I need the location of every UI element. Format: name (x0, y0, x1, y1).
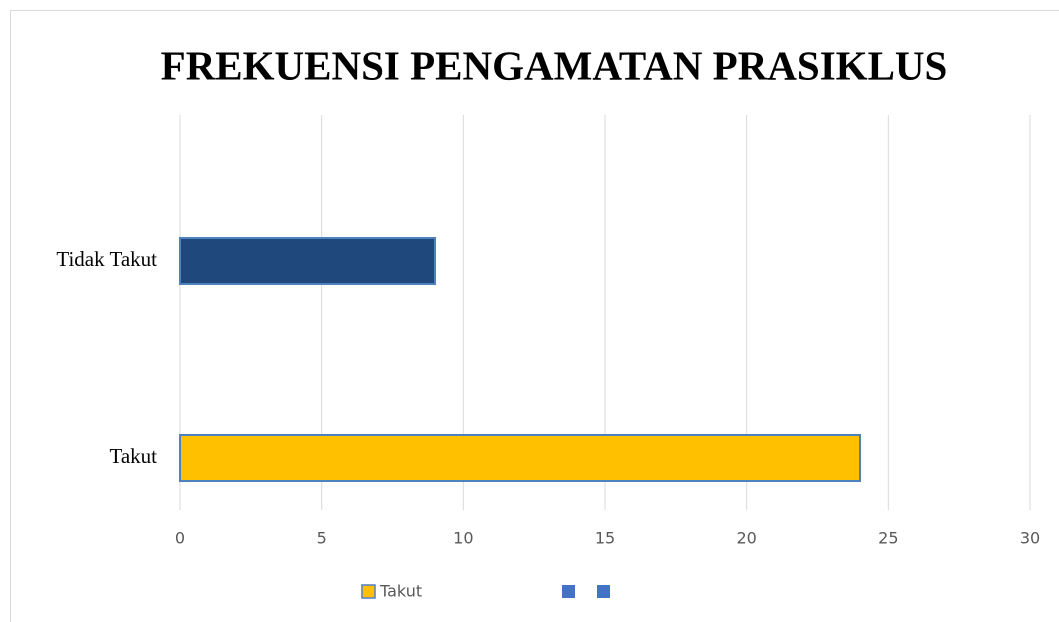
x-tick-label: 20 (736, 529, 756, 548)
legend-swatch (361, 584, 376, 599)
chart-title: FREKUENSI PENGAMATAN PRASIKLUS (161, 42, 948, 88)
x-tick-label: 15 (595, 529, 615, 548)
x-tick-label: 25 (878, 529, 898, 548)
chart-frame (10, 10, 1059, 622)
legend-swatch (562, 585, 575, 598)
x-tick-label: 30 (1020, 529, 1040, 548)
y-tick-label: Takut (109, 444, 157, 468)
bar (179, 237, 436, 285)
legend-label: Takut (379, 582, 422, 601)
x-tick-label: 0 (175, 529, 185, 548)
x-tick-label: 5 (317, 529, 327, 548)
x-tick-label: 10 (453, 529, 473, 548)
y-tick-label: Tidak Takut (56, 247, 157, 271)
legend-swatch (597, 585, 610, 598)
bar (179, 434, 861, 482)
